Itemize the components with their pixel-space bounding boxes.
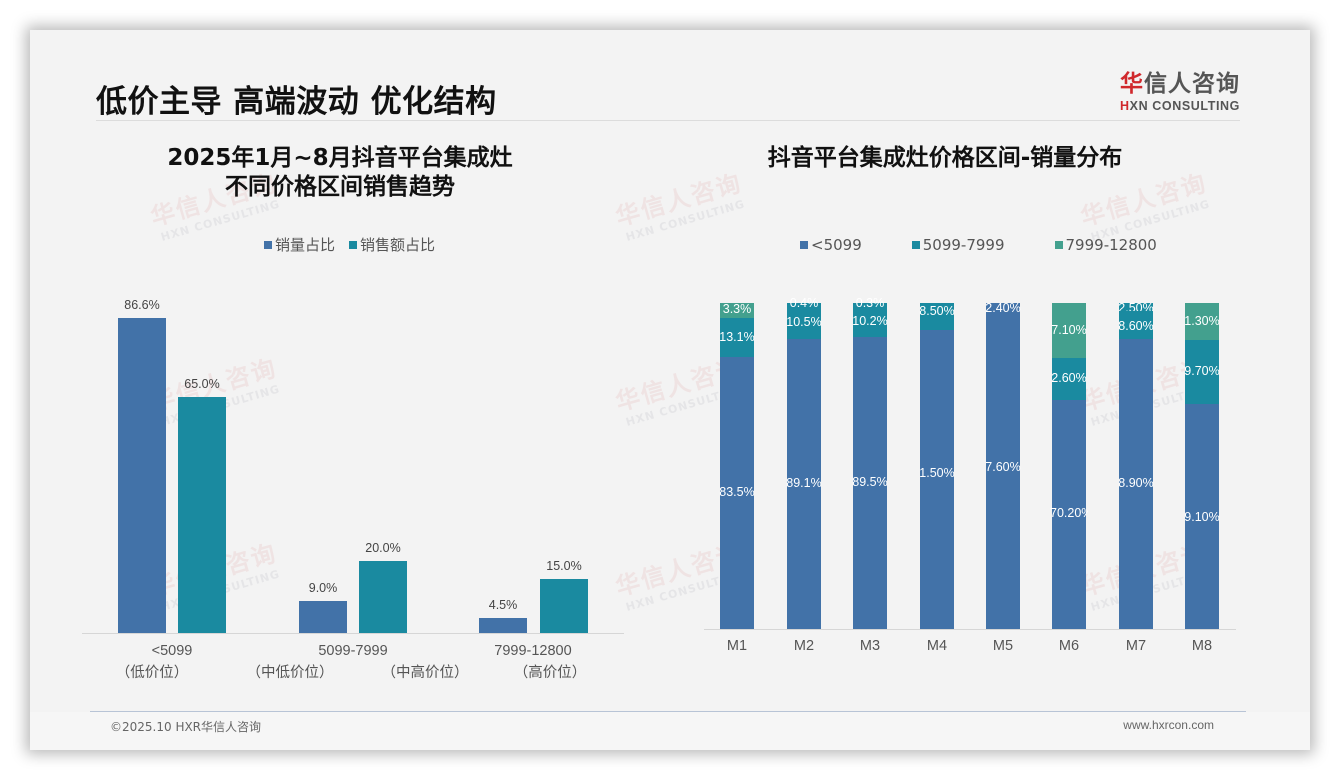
right-chart-title: 抖音平台集成灶价格区间-销量分布 (767, 145, 1123, 171)
legend-label: 销量占比 (275, 236, 336, 254)
bar-value-label: 86.6% (124, 298, 160, 312)
legend-swatch-low (800, 241, 808, 249)
x-axis (82, 633, 624, 634)
stacked-bar-m8: 1.30% 9.70% 9.10% (1184, 303, 1220, 629)
month-label: M8 (1191, 638, 1213, 654)
stacked-bar-m2: 0.4% 10.5% 89.1% (786, 296, 822, 629)
legend-item-high: 7999-12800 (1054, 236, 1157, 254)
stacked-bar-m6: 7.10% 2.60% 70.20% (1050, 303, 1088, 629)
stacked-bar-m4: 8.50% 1.50% (919, 303, 955, 629)
logo-en-text: XN CONSULTING (1129, 99, 1240, 113)
legend-swatch-sales (349, 240, 358, 249)
segment-low: 7.60% (985, 303, 1021, 629)
segment-mid: 10.2% (852, 311, 888, 337)
page-title: 低价主导 高端波动 优化结构 (96, 84, 497, 120)
segment-high: 7.10% (1051, 303, 1087, 358)
bar-volume-high (479, 618, 527, 633)
segment-high: 0.4% (787, 296, 821, 311)
footer-divider (90, 711, 1246, 712)
footer-copyright: ©2025.10 HXR华信人咨询 (110, 720, 262, 734)
footer (30, 712, 1310, 750)
bar-value-label: 20.0% (365, 541, 401, 555)
legend-label: 销售额占比 (360, 236, 436, 254)
title-divider (96, 120, 1240, 121)
bar-sales-low (178, 397, 226, 633)
logo-cn-text: 信人咨询 (1144, 71, 1240, 97)
stacked-bar-m1: 3.3% 13.1% 83.5% (719, 302, 755, 629)
legend-item-volume: 销量占比 (264, 234, 335, 255)
slide: 低价主导 高端波动 优化结构 华信人咨询 HXN CONSULTING 华信人咨… (30, 30, 1310, 750)
stacked-bar-m7: 2.50% 8.60% 8.90% (1118, 301, 1154, 629)
legend-swatch-mid (911, 241, 920, 249)
segment-mid: 2.60% (1051, 358, 1087, 400)
category-sublabel: （中低价位） (246, 665, 334, 681)
month-label: M3 (859, 638, 881, 654)
bar-sales-mid (359, 561, 407, 633)
segment-low: 89.5% (852, 337, 888, 629)
month-label: M7 (1125, 638, 1147, 654)
left-chart-title: 2025年1月~8月抖音平台集成灶 不同价格区间销售趋势 (130, 144, 550, 202)
segment-low: 70.20% (1050, 400, 1088, 629)
bar-value-label: 4.5% (488, 598, 518, 612)
stacked-bar-m5: 2.40% 7.60% (985, 301, 1021, 629)
category-sublabel: （低价位） (115, 665, 189, 681)
category-label: 7999-12800 (494, 643, 572, 659)
legend-label: 7999-12800 (1065, 236, 1157, 254)
bar-sales-high (540, 579, 588, 633)
category-label: 5099-7999 (318, 643, 388, 659)
segment-mid: 13.1% (719, 318, 755, 357)
segment-low: 8.90% (1118, 339, 1154, 629)
logo-english: HXN CONSULTING (1110, 99, 1240, 113)
category-label: <5099 (151, 643, 193, 659)
month-label: M5 (992, 638, 1014, 654)
legend-item-low: <5099 (800, 236, 862, 254)
segment-mid: 10.5% (786, 311, 822, 339)
x-axis (704, 629, 1236, 630)
segment-mid: 8.60% (1118, 311, 1154, 339)
logo-en-mark: H (1120, 99, 1130, 113)
legend-label: <5099 (811, 236, 862, 254)
legend-item-mid: 5099-7999 (911, 236, 1005, 254)
left-chart-legend: 销量占比 销售额占比 (264, 234, 435, 255)
segment-high: 3.3% (720, 302, 754, 318)
segment-high: 1.30% (1184, 303, 1220, 340)
segment-mid: 8.50% (919, 303, 955, 330)
left-chart-title-line2: 不同价格区间销售趋势 (225, 174, 455, 200)
logo-cn-mark: 华 (1120, 71, 1144, 97)
segment-low: 83.5% (719, 357, 755, 629)
logo-chinese: 华信人咨询 (1110, 64, 1240, 98)
bar-value-label: 15.0% (546, 559, 582, 573)
segment-low: 89.1% (786, 339, 822, 629)
right-chart-legend: <5099 5099-7999 7999-12800 (800, 236, 1157, 254)
month-label: M4 (926, 638, 948, 654)
segment-low: 9.10% (1184, 404, 1220, 629)
segment-high: 2.50% (1118, 301, 1154, 315)
month-label: M1 (726, 638, 748, 654)
left-chart-title-line1: 2025年1月~8月抖音平台集成灶 (167, 145, 513, 171)
segment-high: 0.3% (853, 296, 887, 311)
legend-item-sales: 销售额占比 (349, 234, 435, 255)
bar-value-label: 65.0% (184, 377, 220, 391)
legend-label: 5099-7999 (922, 236, 1005, 254)
category-sublabel: （高价位） (513, 665, 587, 681)
stacked-bar-m3: 0.3% 10.2% 89.5% (852, 296, 888, 629)
bar-volume-low (118, 318, 166, 633)
segment-mid: 9.70% (1184, 340, 1220, 404)
company-logo: 华信人咨询 HXN CONSULTING (1110, 64, 1240, 113)
category-sublabel: （中高价位） (381, 665, 469, 681)
footer-website: www.hxrcon.com (1123, 718, 1214, 732)
bar-volume-mid (299, 601, 347, 633)
bar-value-label: 9.0% (308, 581, 338, 595)
month-label: M2 (793, 638, 815, 654)
legend-swatch-high (1054, 241, 1063, 249)
segment-low: 1.50% (919, 330, 955, 629)
month-label: M6 (1058, 638, 1080, 654)
legend-swatch-volume (264, 240, 272, 249)
